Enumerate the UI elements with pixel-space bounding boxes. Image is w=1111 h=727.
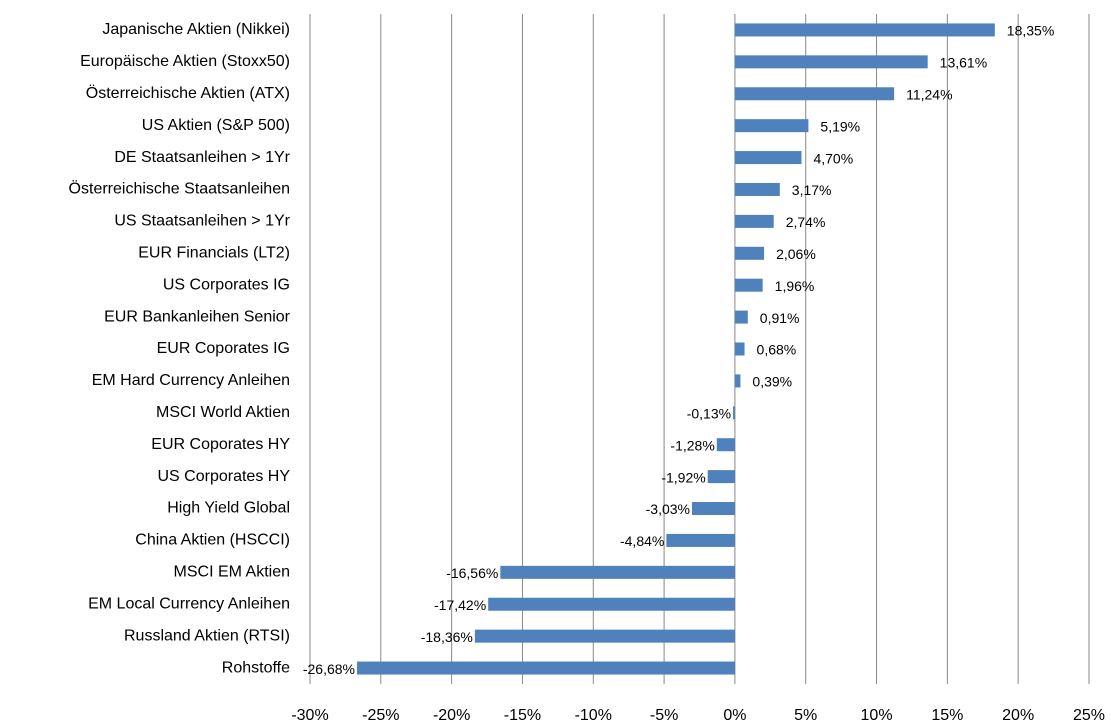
- x-tick-label: 5%: [794, 707, 817, 724]
- value-label: 1,96%: [775, 278, 815, 294]
- value-label: 4,70%: [813, 150, 853, 166]
- bar: [734, 246, 765, 260]
- value-label: 13,61%: [940, 55, 987, 71]
- value-label: -4,84%: [620, 533, 664, 549]
- y-tick-label: MSCI EM Aktien: [174, 564, 290, 581]
- x-tick-label: -20%: [433, 707, 470, 724]
- x-tick-label: 10%: [861, 707, 893, 724]
- bar: [734, 151, 802, 165]
- x-tick-label: -10%: [575, 707, 612, 724]
- y-tick-label: DE Staatsanleihen > 1Yr: [114, 149, 290, 166]
- value-label: 0,68%: [757, 342, 797, 358]
- bar: [734, 310, 748, 324]
- value-label: 0,39%: [752, 374, 792, 390]
- value-label: 0,91%: [760, 310, 800, 326]
- bar: [357, 661, 735, 675]
- y-tick-label: EM Local Currency Anleihen: [88, 595, 290, 612]
- bar: [734, 55, 928, 69]
- bar: [734, 278, 763, 292]
- y-tick-label: Europäische Aktien (Stoxx50): [80, 53, 290, 70]
- y-tick-label: EUR Bankanleihen Senior: [104, 308, 291, 325]
- bar: [707, 470, 735, 484]
- bar: [500, 565, 735, 579]
- y-tick-label: US Corporates IG: [163, 276, 290, 293]
- y-tick-label: EUR Coporates HY: [151, 436, 290, 453]
- value-label: 18,35%: [1007, 23, 1054, 39]
- y-tick-label: MSCI World Aktien: [156, 404, 290, 421]
- y-tick-label: China Aktien (HSCCI): [135, 532, 290, 549]
- value-label: -1,28%: [670, 437, 714, 453]
- x-tick-label: 0%: [723, 707, 746, 724]
- x-tick-label: -5%: [650, 707, 678, 724]
- value-label: 3,17%: [792, 182, 832, 198]
- y-tick-label: US Aktien (S&P 500): [142, 117, 290, 134]
- x-tick-label: -15%: [504, 707, 541, 724]
- x-tick-label: 15%: [931, 707, 963, 724]
- bar: [666, 533, 735, 547]
- y-tick-label: Österreichische Aktien (ATX): [86, 84, 290, 102]
- bar: [734, 214, 774, 228]
- x-tick-label: -30%: [291, 707, 328, 724]
- y-tick-label: Österreichische Staatsanleihen: [69, 180, 290, 198]
- value-label: -17,42%: [434, 597, 486, 613]
- bar: [734, 342, 745, 356]
- x-tick-label: 20%: [1002, 707, 1034, 724]
- bar: [488, 597, 735, 611]
- bar: [734, 87, 895, 101]
- value-label: 2,74%: [786, 214, 826, 230]
- y-tick-label: Rohstoffe: [222, 659, 290, 676]
- value-label: -26,68%: [303, 661, 355, 677]
- y-tick-label: EM Hard Currency Anleihen: [92, 372, 290, 389]
- bar: [691, 502, 735, 516]
- value-label: -1,92%: [661, 469, 705, 485]
- value-label: 5,19%: [820, 118, 860, 134]
- bar: [716, 438, 735, 452]
- value-label: -0,13%: [687, 406, 731, 422]
- value-label: -18,36%: [421, 629, 473, 645]
- bar: [734, 119, 809, 133]
- bar: [733, 406, 735, 420]
- bar: [474, 629, 735, 643]
- x-tick-label: -25%: [362, 707, 399, 724]
- value-label: -3,03%: [646, 501, 690, 517]
- value-label: 11,24%: [906, 86, 952, 102]
- y-tick-label: US Staatsanleihen > 1Yr: [114, 213, 290, 230]
- y-tick-label: EUR Coporates IG: [157, 340, 290, 357]
- y-tick-label: EUR Financials (LT2): [138, 245, 290, 262]
- value-label: -16,56%: [446, 565, 498, 581]
- bar: [734, 374, 741, 388]
- y-tick-label: US Corporates HY: [158, 468, 291, 485]
- y-tick-label: Russland Aktien (RTSI): [124, 627, 290, 644]
- value-label: 2,06%: [776, 246, 816, 262]
- bar: [734, 182, 780, 196]
- bar: [734, 23, 995, 37]
- y-tick-label: High Yield Global: [167, 500, 290, 517]
- x-tick-label: 25%: [1073, 707, 1105, 724]
- y-tick-label: Japanische Aktien (Nikkei): [102, 21, 290, 38]
